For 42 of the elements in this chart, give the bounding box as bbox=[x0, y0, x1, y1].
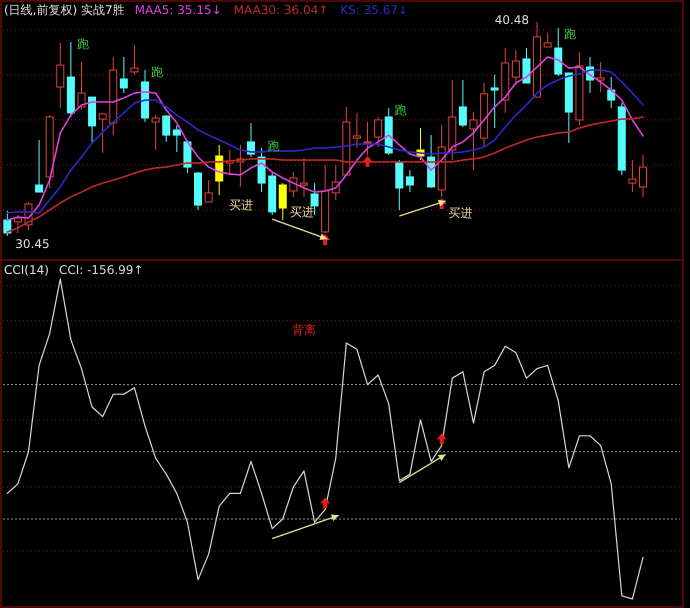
annotation: 40.48 bbox=[494, 13, 530, 27]
candlestick bbox=[120, 56, 128, 94]
candlestick bbox=[512, 49, 520, 86]
candlestick bbox=[14, 214, 22, 234]
annotation: 跑 bbox=[394, 102, 407, 117]
annotation: 背离 bbox=[292, 323, 316, 337]
candlestick bbox=[278, 182, 287, 220]
candlestick bbox=[628, 160, 636, 193]
candlestick bbox=[607, 76, 616, 108]
annotation: 买进 bbox=[229, 198, 254, 212]
annotation: 跑 bbox=[151, 65, 164, 80]
candlestick bbox=[352, 112, 361, 149]
candlestick bbox=[544, 32, 552, 48]
text: MAA5: 35.15↓ bbox=[134, 3, 222, 17]
candlestick bbox=[406, 170, 414, 193]
candlestick bbox=[374, 116, 382, 148]
candlestick bbox=[469, 112, 478, 171]
candlestick bbox=[458, 80, 467, 128]
annotation: 跑 bbox=[268, 139, 280, 154]
candlestick bbox=[162, 114, 170, 142]
candlestick bbox=[35, 139, 44, 193]
candlestick bbox=[300, 157, 308, 198]
candlestick bbox=[152, 114, 160, 151]
text: 30.45 bbox=[15, 237, 50, 251]
candlestick bbox=[3, 210, 12, 236]
candlestick bbox=[639, 154, 647, 198]
annotation: 买进 bbox=[290, 204, 314, 219]
chart-title: (日线,前复权) 实战7胜 bbox=[4, 3, 125, 17]
candlestick bbox=[490, 74, 499, 129]
text: KS: 35.67↓ bbox=[340, 3, 408, 17]
text: MAA30: 36.04↑ bbox=[234, 3, 328, 17]
annotation: 跑 bbox=[76, 37, 89, 52]
candlestick bbox=[130, 44, 138, 76]
annotation: 跑 bbox=[564, 26, 576, 41]
chart-title: CCI(14) bbox=[4, 263, 49, 277]
series-label: CCI: -156.99↑ bbox=[58, 263, 144, 277]
candlestick bbox=[56, 42, 64, 108]
candlestick bbox=[77, 61, 86, 110]
candlestick bbox=[204, 180, 213, 203]
annotation: 买进 bbox=[448, 206, 473, 220]
candlestick bbox=[172, 124, 181, 152]
candlestick bbox=[98, 112, 107, 154]
